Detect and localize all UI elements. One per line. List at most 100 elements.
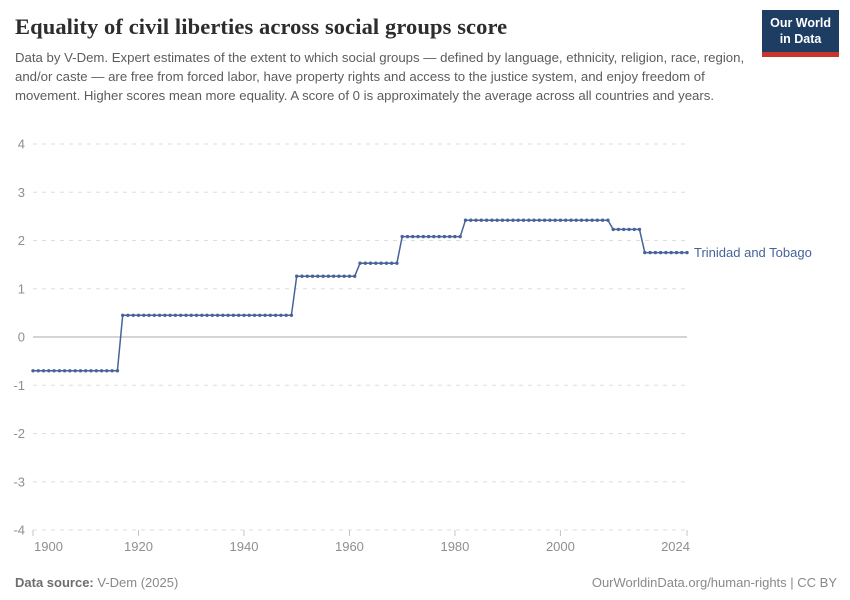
data-point: [511, 218, 515, 222]
y-tick-label: 1: [18, 281, 25, 296]
data-point: [405, 234, 410, 239]
data-point: [189, 313, 193, 317]
owid-logo-line2: in Data: [779, 32, 822, 47]
data-point: [363, 261, 367, 265]
y-tick-label: 2: [18, 233, 25, 248]
y-tick-label: -2: [13, 426, 25, 441]
data-point: [463, 218, 468, 222]
data-point: [384, 261, 389, 265]
data-point: [674, 250, 679, 255]
data-point: [184, 313, 188, 317]
data-point: [289, 313, 294, 317]
data-point: [126, 313, 130, 317]
data-point: [368, 261, 373, 265]
data-point: [205, 313, 209, 317]
data-point: [226, 313, 230, 317]
data-point: [643, 250, 647, 255]
data-point: [416, 234, 420, 239]
data-point: [47, 369, 51, 373]
data-source-value: V-Dem (2025): [93, 575, 179, 590]
data-point: [611, 227, 615, 232]
chart-header: Equality of civil liberties across socia…: [15, 14, 760, 106]
data-point: [200, 313, 204, 317]
x-tick-label: 1980: [440, 539, 469, 554]
plot-area: 4 3 2 1 0 -1 -2 -3 -4 1900 1920 1940 1960 1980 2000 202…: [0, 134, 850, 559]
data-source: Data source: V-Dem (2025): [15, 575, 178, 590]
data-point: [389, 261, 394, 265]
entity-label: Trinidad and Tobago: [694, 245, 812, 260]
y-tick-label: 3: [18, 185, 25, 200]
owid-logo-line1: Our World: [770, 16, 831, 30]
data-point: [479, 218, 483, 222]
data-point: [263, 313, 267, 317]
data-point: [268, 313, 272, 317]
data-point: [36, 369, 40, 373]
data-point: [495, 218, 499, 222]
owid-logo: Our World in Data: [762, 10, 839, 57]
data-point: [374, 261, 378, 265]
data-point: [210, 313, 214, 317]
data-point: [194, 313, 199, 317]
data-point: [521, 218, 526, 222]
data-point: [321, 274, 325, 278]
data-point: [569, 218, 573, 222]
data-point: [600, 218, 605, 222]
data-point: [300, 274, 304, 278]
data-point: [537, 218, 541, 222]
data-point: [353, 274, 357, 278]
data-point: [548, 218, 552, 222]
y-tick-label: 4: [18, 137, 25, 152]
chart-footer: Data source: V-Dem (2025) OurWorldinData…: [15, 575, 837, 590]
data-point: [94, 369, 99, 373]
data-point: [637, 227, 642, 232]
data-point: [221, 313, 225, 317]
data-point: [437, 234, 441, 239]
data-point: [57, 369, 62, 373]
chart-svg: 4 3 2 1 0 -1 -2 -3 -4 1900 1920 1940 1960 1980 2000 202…: [13, 137, 812, 555]
data-point: [316, 274, 320, 278]
x-tick-label: 1900: [34, 539, 63, 554]
data-point: [484, 218, 489, 222]
x-tick-label: 1920: [124, 539, 153, 554]
data-point: [273, 313, 278, 317]
data-point: [342, 274, 346, 278]
data-point: [347, 274, 352, 278]
data-source-label: Data source:: [15, 575, 94, 590]
data-point: [632, 227, 636, 232]
data-point: [685, 250, 689, 255]
data-point: [358, 261, 362, 265]
data-point: [453, 234, 457, 239]
y-tick-label: -4: [13, 523, 25, 538]
data-point: [279, 313, 283, 317]
data-point: [110, 369, 114, 373]
data-point: [78, 369, 83, 373]
data-point: [242, 313, 246, 317]
data-point: [664, 250, 668, 255]
data-point: [168, 313, 172, 317]
data-point: [648, 250, 652, 255]
data-point: [532, 218, 536, 222]
y-tick-label: 0: [18, 330, 25, 345]
data-point: [458, 234, 462, 239]
data-point: [284, 313, 288, 317]
data-point: [179, 313, 183, 317]
data-point: [84, 369, 88, 373]
data-point: [115, 369, 120, 373]
data-point: [231, 313, 236, 317]
data-point: [669, 250, 673, 255]
data-point: [595, 218, 599, 222]
data-point: [131, 313, 135, 317]
data-point: [147, 313, 151, 317]
data-point: [574, 218, 578, 222]
data-point: [152, 313, 156, 317]
data-point: [73, 369, 77, 373]
x-tick-label: 1960: [335, 539, 364, 554]
credit-link[interactable]: OurWorldinData.org/human-rights | CC BY: [591, 575, 837, 590]
data-point: [442, 234, 447, 239]
data-point: [421, 234, 425, 239]
data-point: [411, 234, 415, 239]
data-point: [469, 218, 473, 222]
data-point: [500, 218, 505, 222]
data-point: [426, 234, 431, 239]
